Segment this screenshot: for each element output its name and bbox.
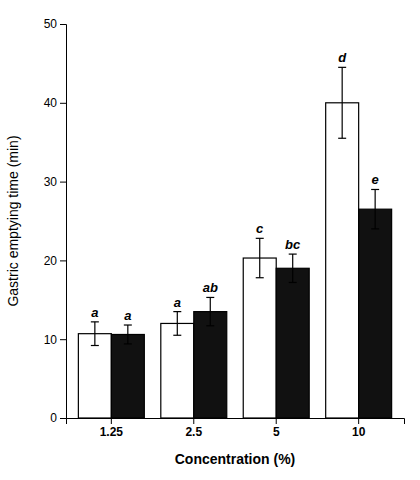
plot: a a c d a ab bc e 0 10 20 30 40 50 1.25 2.5 5 10 [44, 17, 405, 438]
bar [194, 312, 227, 418]
error-cap [124, 324, 132, 325]
error-cap [371, 228, 379, 229]
bar-label: ab [203, 280, 218, 295]
bar-labels: a a c d a ab bc e [91, 50, 379, 323]
bar [111, 334, 144, 418]
error-cap [289, 282, 297, 283]
error-cap [338, 138, 346, 139]
error-cap [173, 311, 181, 312]
error-line [177, 312, 178, 336]
bar-label: e [372, 172, 379, 187]
error-line [259, 238, 260, 277]
tick: 30 [44, 175, 66, 189]
axis-line [60, 25, 67, 419]
tick: 50 [44, 17, 66, 31]
error-cap [256, 277, 264, 278]
chart: a a c d a ab bc e 0 10 20 30 40 50 1.25 2.5 5 10 Concentra… [0, 0, 420, 480]
tick-mark [60, 24, 66, 25]
tick: 10 [44, 333, 66, 347]
error-cap [173, 335, 181, 336]
axis-line [67, 419, 405, 425]
error-line [210, 297, 211, 325]
tick-label: 50 [44, 17, 58, 31]
bar [78, 334, 111, 418]
tick-label: 20 [44, 254, 58, 268]
tick: 0 [50, 411, 66, 425]
bar [276, 268, 309, 418]
error-bar [91, 322, 99, 346]
tick-label: 10 [44, 333, 58, 347]
tick: 20 [44, 254, 66, 268]
x-axis-title: Concentration (%) [175, 451, 296, 467]
tick-label: 40 [44, 96, 58, 110]
error-cap [289, 253, 297, 254]
y-axis: 0 10 20 30 40 50 [44, 17, 67, 425]
bar-label: a [174, 295, 181, 310]
error-bar [173, 312, 181, 336]
bar-label: bc [285, 237, 301, 252]
marks [78, 67, 391, 418]
bar-label: a [124, 308, 131, 323]
tick-mark [358, 418, 359, 424]
tick-mark [60, 103, 66, 104]
bar-label: a [91, 305, 98, 320]
tick: 2.5 [185, 418, 202, 439]
error-cap [338, 67, 346, 68]
error-cap [206, 325, 214, 326]
error-cap [256, 238, 264, 239]
bar [359, 209, 392, 418]
x-axis: 1.25 2.5 5 10 [67, 418, 405, 439]
series [78, 67, 358, 418]
tick-mark [111, 418, 112, 424]
y-axis-title: Gastric emptying time (min) [5, 135, 21, 306]
tick-label: 1.25 [100, 425, 124, 439]
tick-mark [60, 260, 66, 261]
tick-label: 10 [352, 425, 366, 439]
tick-label: 30 [44, 175, 58, 189]
error-line [375, 189, 376, 228]
error-cap [124, 343, 132, 344]
tick: 10 [352, 418, 366, 439]
tick: 5 [273, 418, 280, 439]
error-bar [371, 189, 379, 228]
error-cap [206, 297, 214, 298]
error-line [292, 254, 293, 282]
tick-label: 2.5 [185, 425, 202, 439]
error-bar [206, 297, 214, 325]
bar [326, 103, 359, 418]
error-cap [91, 345, 99, 346]
error-bar [256, 238, 264, 277]
bar [161, 323, 194, 418]
error-line [342, 67, 343, 138]
tick-label: 0 [50, 411, 57, 425]
error-line [127, 325, 128, 344]
error-cap [91, 321, 99, 322]
error-bar [338, 67, 346, 138]
bar [243, 258, 276, 418]
tick-mark [60, 339, 66, 340]
tick: 40 [44, 96, 66, 110]
tick-mark [60, 418, 66, 419]
bar-label: d [338, 50, 347, 65]
error-bar [124, 325, 132, 344]
error-cap [371, 189, 379, 190]
error-line [94, 322, 95, 346]
tick-label: 5 [273, 425, 280, 439]
bar-label: c [256, 221, 264, 236]
tick-mark [193, 418, 194, 424]
tick: 1.25 [100, 418, 124, 439]
tick-mark [276, 418, 277, 424]
tick-mark [60, 182, 66, 183]
error-bar [289, 254, 297, 282]
series [111, 189, 391, 418]
